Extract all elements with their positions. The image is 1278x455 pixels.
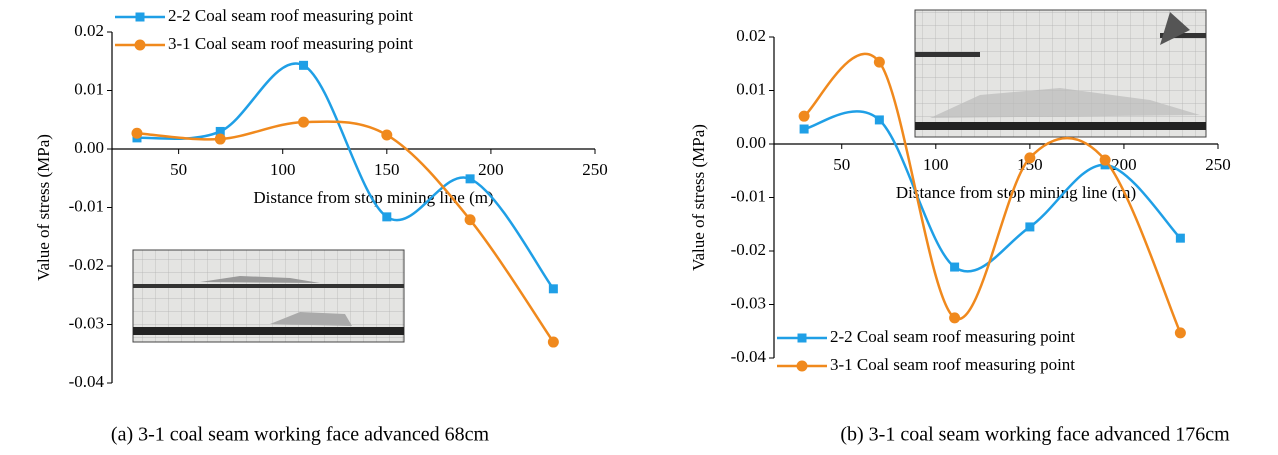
legend-marker bbox=[796, 360, 808, 372]
legend-marker bbox=[134, 39, 146, 51]
legend-label: 3-1 Coal seam roof measuring point bbox=[168, 34, 413, 53]
y-tick-label: -0.04 bbox=[731, 347, 767, 366]
y-tick-label: 0.00 bbox=[74, 138, 104, 157]
y-tick-label: -0.04 bbox=[69, 372, 105, 391]
legend-label: 3-1 Coal seam roof measuring point bbox=[830, 355, 1075, 374]
marker bbox=[1175, 233, 1185, 243]
marker bbox=[548, 284, 558, 294]
marker bbox=[949, 312, 961, 324]
legend-marker bbox=[797, 333, 807, 343]
y-tick-label: -0.03 bbox=[69, 313, 104, 332]
series-line bbox=[803, 52, 1182, 334]
x-axis-label: Distance from stop mining line (m) bbox=[253, 188, 493, 207]
x-tick-label: 200 bbox=[478, 160, 504, 179]
x-tick-label: 50 bbox=[170, 160, 187, 179]
y-tick-label: 0.01 bbox=[736, 79, 766, 98]
y-tick-label: 0.02 bbox=[74, 21, 104, 40]
x-axis-label: Distance from stop mining line (m) bbox=[896, 183, 1136, 202]
marker bbox=[547, 336, 559, 348]
marker bbox=[464, 214, 476, 226]
y-tick-label: -0.02 bbox=[731, 240, 766, 259]
legend-marker bbox=[135, 12, 145, 22]
marker bbox=[299, 60, 309, 70]
y-tick-label: 0.00 bbox=[736, 133, 766, 152]
marker bbox=[215, 126, 225, 136]
y-tick-label: 0.02 bbox=[736, 26, 766, 45]
x-tick-label: 100 bbox=[923, 155, 949, 174]
marker bbox=[799, 124, 809, 134]
y-tick-label: -0.02 bbox=[69, 255, 104, 274]
x-tick-label: 150 bbox=[374, 160, 400, 179]
marker bbox=[131, 127, 143, 139]
y-axis-label: Value of stress (MPa) bbox=[34, 134, 53, 281]
y-tick-label: -0.01 bbox=[731, 186, 766, 205]
caption: (b) 3-1 coal seam working face advanced … bbox=[840, 424, 1230, 446]
legend-label: 2-2 Coal seam roof measuring point bbox=[830, 327, 1075, 346]
y-tick-label: -0.03 bbox=[731, 293, 766, 312]
marker bbox=[1024, 152, 1036, 164]
marker bbox=[381, 129, 393, 141]
legend-label: 2-2 Coal seam roof measuring point bbox=[168, 6, 413, 25]
x-tick-label: 100 bbox=[270, 160, 296, 179]
marker bbox=[298, 116, 310, 128]
x-tick-label: 250 bbox=[582, 160, 608, 179]
marker bbox=[950, 262, 960, 272]
marker bbox=[1174, 327, 1186, 339]
x-tick-label: 50 bbox=[833, 155, 850, 174]
y-axis-label: Value of stress (MPa) bbox=[689, 124, 708, 271]
marker bbox=[798, 110, 810, 122]
marker bbox=[214, 133, 226, 145]
marker bbox=[1025, 222, 1035, 232]
x-tick-label: 250 bbox=[1205, 155, 1231, 174]
inset-photo bbox=[914, 9, 1207, 138]
y-tick-label: -0.01 bbox=[69, 196, 104, 215]
y-tick-label: 0.01 bbox=[74, 79, 104, 98]
marker bbox=[465, 174, 475, 184]
marker bbox=[1099, 154, 1111, 166]
x-tick-label: 200 bbox=[1111, 155, 1137, 174]
caption: (a) 3-1 coal seam working face advanced … bbox=[111, 424, 490, 446]
marker bbox=[382, 212, 392, 222]
marker bbox=[873, 56, 885, 68]
marker bbox=[874, 115, 884, 125]
inset-photo bbox=[132, 249, 405, 343]
